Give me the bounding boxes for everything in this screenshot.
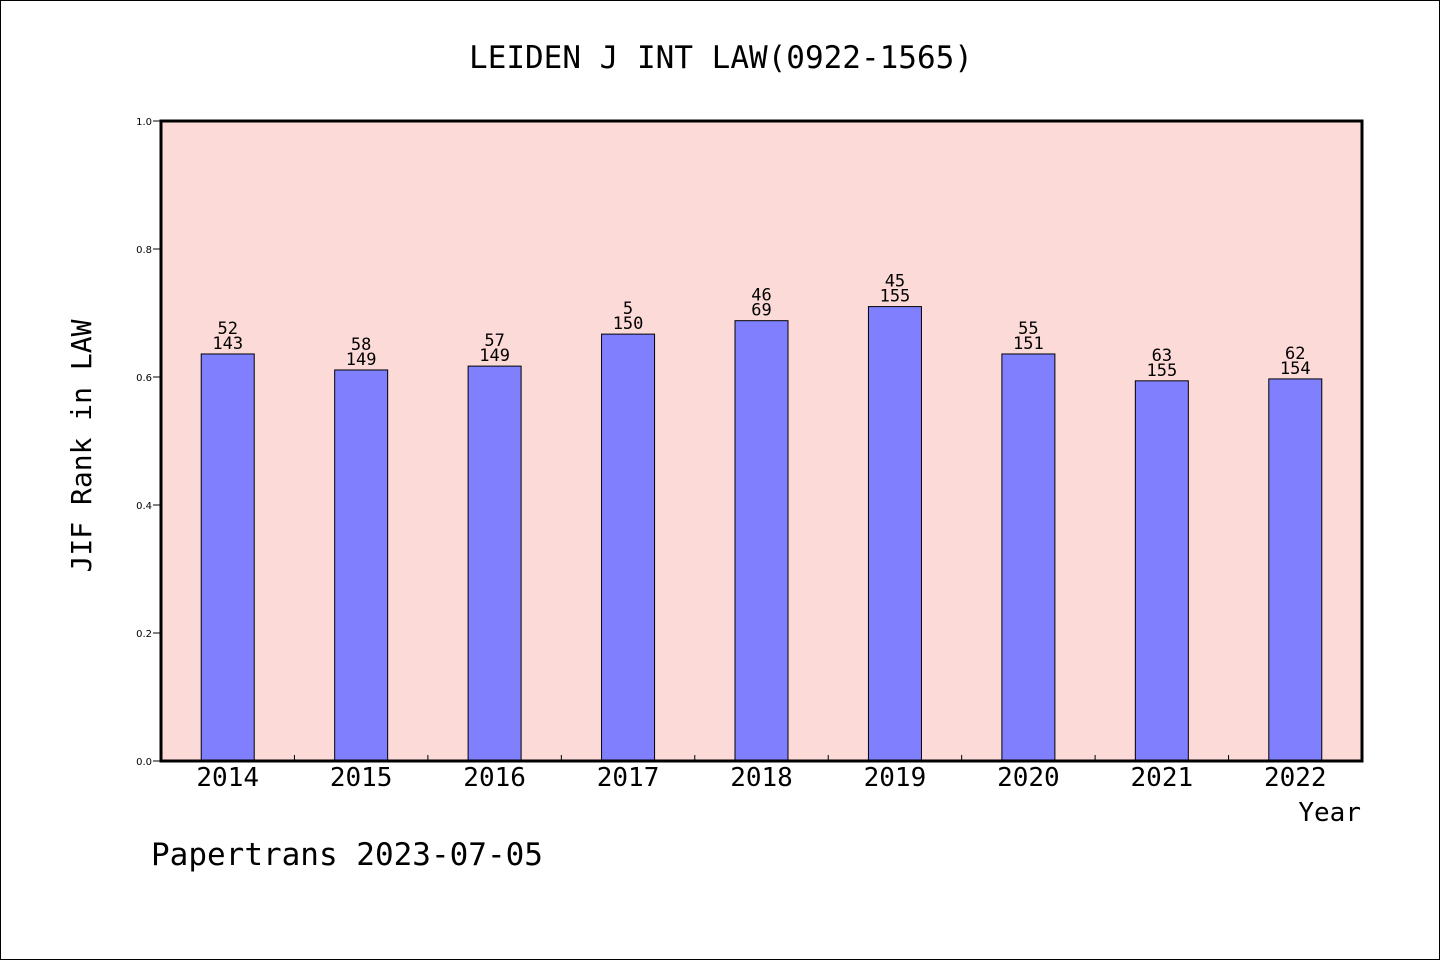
bar-2018 xyxy=(734,320,789,762)
bar-2022 xyxy=(1268,378,1323,762)
y-tick-label: 0.2 xyxy=(136,629,152,640)
x-tick-label: 2017 xyxy=(597,763,660,793)
x-tick-label: 2020 xyxy=(997,763,1060,793)
y-tick-label: 0.4 xyxy=(136,501,152,512)
y-axis-label: JIF Rank in LAW xyxy=(65,319,98,572)
bar-2015 xyxy=(334,369,389,762)
x-tick-label: 2016 xyxy=(463,763,526,793)
x-tick-label: 2022 xyxy=(1264,763,1327,793)
bar-total-label: 69 xyxy=(751,301,771,321)
x-axis-label: Year xyxy=(1298,798,1361,828)
footer-credit: Papertrans 2023-07-05 xyxy=(151,837,543,873)
bar-total-label: 155 xyxy=(880,287,911,307)
bar-2021 xyxy=(1134,380,1189,762)
bar-rank-label: 55 xyxy=(1018,319,1038,339)
bar-2020 xyxy=(1001,353,1056,762)
bar-rank-label: 62 xyxy=(1285,344,1305,364)
bar-rank-label: 63 xyxy=(1152,346,1172,366)
y-tick-label: 1.0 xyxy=(136,117,152,128)
bar-total-label: 149 xyxy=(479,346,510,366)
y-tick-label: 0.6 xyxy=(136,373,152,384)
bar-2019 xyxy=(867,306,922,762)
chart-title: LEIDEN J INT LAW(0922-1565) xyxy=(469,40,973,76)
bar-rank-label: 58 xyxy=(351,335,371,355)
bar-total-label: 149 xyxy=(346,350,377,370)
bar-2014 xyxy=(200,353,255,762)
y-tick-label: 0.8 xyxy=(136,245,152,256)
bar-total-label: 150 xyxy=(613,314,644,334)
bar-rank-label: 46 xyxy=(751,286,771,306)
x-tick-label: 2014 xyxy=(196,763,259,793)
bar-2017 xyxy=(601,333,656,762)
bar-rank-label: 5 xyxy=(623,299,633,319)
bar-total-label: 155 xyxy=(1146,361,1177,381)
bar-rank-label: 52 xyxy=(217,319,237,339)
bar-total-label: 154 xyxy=(1280,359,1311,379)
x-tick-label: 2021 xyxy=(1131,763,1194,793)
x-tick-label: 2018 xyxy=(730,763,793,793)
bar-total-label: 143 xyxy=(212,334,243,354)
bar-rank-label: 57 xyxy=(484,331,504,351)
plot-border xyxy=(159,119,1364,763)
x-tick-label: 2019 xyxy=(864,763,927,793)
y-tick-label: 0.0 xyxy=(136,757,152,768)
bar-rank-label: 45 xyxy=(885,272,905,292)
bar-2016 xyxy=(467,365,522,762)
bar-total-label: 151 xyxy=(1013,334,1044,354)
x-tick-label: 2015 xyxy=(330,763,393,793)
